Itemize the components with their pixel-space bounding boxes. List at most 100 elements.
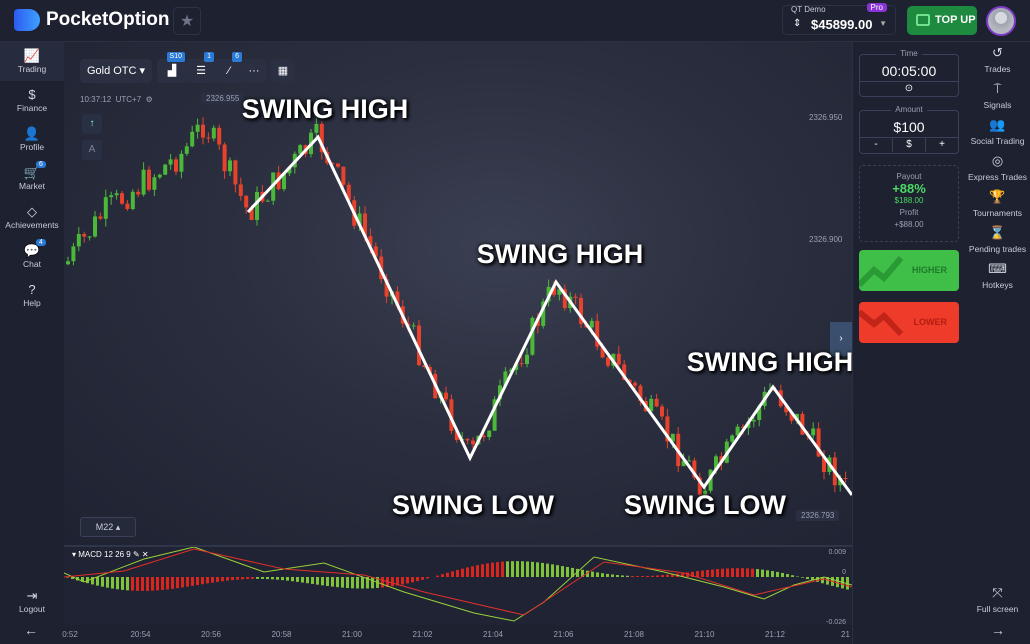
macd-histogram-bar <box>571 567 574 577</box>
pencil-icon[interactable]: ✎ <box>132 550 140 559</box>
right-nav-tournaments[interactable]: 🏆 Tournaments <box>965 186 1030 222</box>
chart-line-icon: 📈 <box>23 48 41 63</box>
timeframe-selector[interactable]: M22 ▴ <box>80 517 136 537</box>
macd-histogram-bar <box>741 568 744 577</box>
macd-histogram-bar <box>176 577 179 589</box>
macd-histogram-bar <box>326 577 329 586</box>
candle <box>589 320 594 328</box>
candle <box>606 357 610 366</box>
amount-value[interactable]: $100 <box>893 119 925 135</box>
user-icon: 👤 <box>23 126 41 141</box>
layout-button[interactable]: ▦ <box>271 59 295 83</box>
macd-histogram-bar <box>811 577 814 581</box>
chevron-right-icon[interactable]: › <box>830 322 852 356</box>
time-tick: 21:00 <box>341 630 363 639</box>
macd-histogram-bar <box>266 577 269 580</box>
right-nav-hotkeys[interactable]: ⌨ Hotkeys <box>965 258 1030 294</box>
candle <box>530 317 535 355</box>
macd-histogram-bar <box>641 576 644 577</box>
chart-type-button[interactable]: ▟ S10 <box>157 52 187 83</box>
macd-histogram-bar <box>116 577 119 590</box>
text-tool-button[interactable]: A <box>82 140 102 160</box>
increase-button[interactable]: + <box>939 139 945 150</box>
avatar[interactable] <box>986 6 1016 36</box>
right-nav-social-trading[interactable]: 👥 Social Trading <box>965 114 1030 150</box>
time-tick: 21:10 <box>694 630 715 639</box>
macd-histogram-bar <box>771 571 774 577</box>
swing-high-label: SWING HIGH <box>686 347 852 377</box>
right-nav-express-trades[interactable]: ◎ Express Trades <box>965 150 1030 186</box>
amount-input[interactable]: Amount $100 - $ + <box>859 105 959 154</box>
candle <box>93 216 97 237</box>
expand-icon: ⤧ <box>992 585 1003 600</box>
candle <box>249 207 254 221</box>
sidebar-item-profile[interactable]: 👤 Profile <box>0 120 64 159</box>
swing-low-label: SWING LOW <box>624 490 786 520</box>
macd-histogram-bar <box>281 577 284 581</box>
higher-button[interactable]: HIGHER <box>859 250 959 291</box>
right-nav-label: Hotkeys <box>982 280 1013 290</box>
macd-histogram-bar <box>416 577 419 582</box>
logout-button[interactable]: ⇥ Logout <box>0 582 64 621</box>
macd-level: 0 <box>842 569 846 576</box>
logo[interactable]: PocketOption <box>14 9 170 31</box>
macd-histogram-bar <box>756 569 759 577</box>
macd-histogram-bar <box>441 574 444 577</box>
macd-histogram-bar <box>706 569 709 577</box>
gear-icon[interactable]: ⚙ <box>145 95 153 104</box>
clock-icon[interactable]: ⊙ <box>904 83 914 94</box>
sidebar-item-achievements[interactable]: ◇ Achievements <box>0 198 64 237</box>
macd-histogram-bar <box>91 577 94 585</box>
macd-histogram-bar <box>761 569 764 577</box>
right-nav-pending-trades[interactable]: ⌛ Pending trades <box>965 222 1030 258</box>
payout-percent: +88% <box>892 181 926 196</box>
more-button[interactable]: ··· <box>242 59 266 83</box>
candle <box>492 399 497 431</box>
indicators-button[interactable]: ☰ 1 <box>186 52 216 83</box>
asset-selector[interactable]: Gold OTC ▾ <box>80 59 152 83</box>
candle <box>222 144 227 172</box>
time-value[interactable]: 00:05:00 <box>881 63 937 79</box>
macd-histogram-bar <box>461 568 464 577</box>
top-up-button[interactable]: TOP UP <box>907 6 977 35</box>
candle <box>238 184 243 196</box>
arrow-right-icon[interactable]: → <box>991 622 1005 638</box>
candle <box>519 363 524 365</box>
drawings-button[interactable]: ⁄ 6 <box>214 52 244 83</box>
macd-histogram-bar <box>616 575 619 577</box>
candle <box>741 426 745 428</box>
full-screen-button[interactable]: ⤧ Full screen <box>965 582 1030 618</box>
currency-button[interactable]: $ <box>893 138 926 152</box>
arrow-left-icon[interactable]: ← <box>24 622 38 638</box>
sidebar-item-chat[interactable]: 💬 Chat 4 <box>0 237 64 276</box>
account-balance-selector[interactable]: QT Demo Pro ⇕ $45899.00 ▼ <box>782 3 896 35</box>
top-up-label: TOP UP <box>935 14 976 26</box>
chevron-down-icon: ▼ <box>879 19 887 28</box>
price-chart[interactable]: Gold OTC ▾ ▟ S10 ☰ 1 ⁄ 6 ··· ▦ 10:37:12 UTC… <box>64 42 852 545</box>
macd-histogram-bar <box>201 577 204 585</box>
close-icon[interactable]: ✕ <box>141 550 149 559</box>
signal-icon: ⍑ <box>993 81 1002 96</box>
macd-histogram-bar <box>806 577 809 580</box>
decrease-button[interactable]: - <box>860 138 893 152</box>
time-tick: 21 <box>841 630 850 639</box>
profit-value: +$88.00 <box>894 220 924 229</box>
right-nav-trades[interactable]: ↺ Trades <box>965 42 1030 78</box>
candle <box>211 127 216 139</box>
right-nav-signals[interactable]: ⍑ Signals <box>965 78 1030 114</box>
time-input[interactable]: Time 00:05:00 ⊙ <box>859 49 959 97</box>
sidebar-item-market[interactable]: 🛒 Market 6 <box>0 159 64 198</box>
macd-histogram-bar <box>476 565 479 577</box>
favorites-star-icon[interactable]: ★ <box>173 7 201 35</box>
sidebar-item-trading[interactable]: 📈 Trading <box>0 42 64 81</box>
sidebar-item-finance[interactable]: $ Finance <box>0 81 64 120</box>
macd-histogram-bar <box>306 577 309 584</box>
sidebar-item-help[interactable]: ? Help <box>0 276 64 315</box>
grid-icon: ▦ <box>277 65 289 77</box>
trend-arrow-button[interactable]: ↑ <box>82 114 102 134</box>
candle <box>800 413 805 435</box>
price-axis-label: 2326.950 <box>809 113 843 122</box>
candle <box>665 416 670 442</box>
right-sidebar: ↺ Trades ⍑ Signals 👥 Social Trading ◎ Express T… <box>965 42 1030 644</box>
lower-button[interactable]: LOWER <box>859 302 959 343</box>
